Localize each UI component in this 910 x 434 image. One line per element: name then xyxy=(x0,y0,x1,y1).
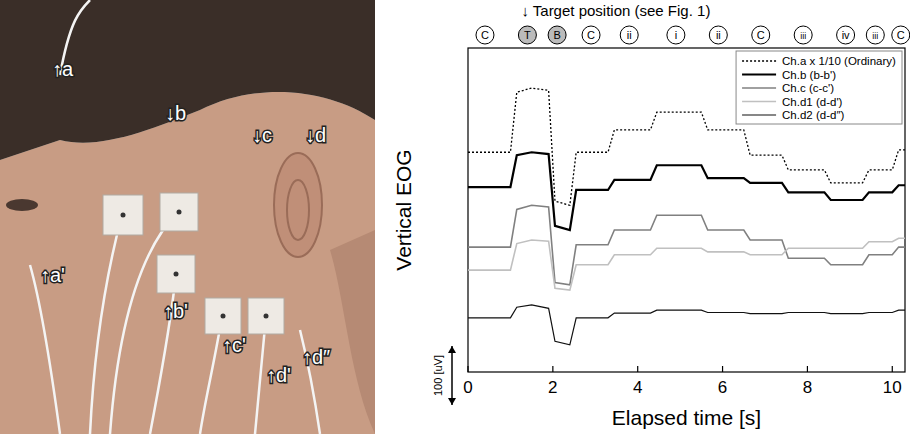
x-tick xyxy=(722,366,723,372)
chart: 0 2 4 6 8 10 Elapsed time [s] Vertical EOG 100 [… xyxy=(392,2,910,429)
x-axis-title: Elapsed time [s] xyxy=(612,406,761,429)
electrode xyxy=(103,195,143,235)
target-label: T xyxy=(524,29,531,41)
wire xyxy=(30,265,60,434)
traces xyxy=(468,88,905,345)
electrode-label: ↑a' xyxy=(40,264,65,286)
scale-bar-line xyxy=(451,346,453,405)
neck-shadow xyxy=(330,230,375,434)
legend: Ch.a x 1/10 (Ordinary) Ch.b (b-b')Ch.c (c… xyxy=(736,51,902,124)
legend-swatch xyxy=(742,114,776,115)
targets: ↓ Target position (see Fig. 1)CTBCiiiiiC… xyxy=(476,2,910,44)
electrode-label: ↑b' xyxy=(163,300,188,322)
wire xyxy=(150,274,176,434)
legend-label: Ch.c (c-c') xyxy=(782,82,834,94)
ear xyxy=(274,153,322,257)
x-tick xyxy=(892,366,893,372)
trace xyxy=(468,205,905,285)
target-circle xyxy=(582,26,600,44)
electrode-dot xyxy=(174,272,179,277)
target-label: iii xyxy=(872,31,878,41)
figure: ↑a ↑a' ↓b ↑b' ↓c ↑c' ↓d ↑d' ↑d″ 0 2 4 6 8 10 Elapsed ti… xyxy=(0,0,910,434)
legend-box xyxy=(736,51,902,124)
face xyxy=(0,92,375,434)
photo-background xyxy=(0,0,375,434)
trace xyxy=(468,152,905,230)
target-circle xyxy=(837,26,855,44)
legend-swatch xyxy=(742,73,776,75)
trace xyxy=(468,238,905,290)
legend-label: Ch.d2 (d-d″) xyxy=(782,109,844,121)
electrode-label: ↓c xyxy=(252,124,272,146)
x-tick-label: 4 xyxy=(633,378,642,397)
trace xyxy=(468,305,905,345)
photo-panel: ↑a ↑a' ↓b ↑b' ↓c ↑c' ↓d ↑d' ↑d″ xyxy=(0,0,375,434)
scale-bar-label: 100 [uV] xyxy=(432,355,444,396)
x-tick xyxy=(552,366,553,372)
x-tick-label: 6 xyxy=(718,378,727,397)
electrode-dot xyxy=(264,314,269,319)
target-circle xyxy=(752,26,770,44)
target-circle xyxy=(892,26,910,44)
target-label: ii xyxy=(716,29,721,41)
legend-label: Ch.d1 (d-d') xyxy=(782,96,843,108)
legend-swatch xyxy=(742,87,776,89)
electrode-label: ↓d xyxy=(305,124,326,146)
target-label: ii xyxy=(627,29,632,41)
electrode xyxy=(157,255,195,293)
targets-title: ↓ Target position (see Fig. 1) xyxy=(521,2,710,19)
target-label: iv xyxy=(842,29,850,41)
legend-label: Ch.b (b-b') xyxy=(782,69,836,81)
x-tick xyxy=(467,366,468,372)
wire xyxy=(90,215,122,434)
x-tick-label: 2 xyxy=(548,378,557,397)
electrode xyxy=(160,193,198,231)
legend-swatch xyxy=(742,101,776,103)
target-label: C xyxy=(757,29,765,41)
eye xyxy=(6,199,38,211)
target-label: C xyxy=(897,29,905,41)
target-circle xyxy=(866,26,884,44)
target-circle xyxy=(518,26,536,44)
target-circle xyxy=(667,26,685,44)
electrode xyxy=(205,298,241,334)
x-tick-label: 10 xyxy=(883,378,902,397)
target-label: i xyxy=(675,29,677,41)
electrode-dot xyxy=(121,213,126,218)
target-circle xyxy=(620,26,638,44)
target-circle xyxy=(794,26,812,44)
target-label: iii xyxy=(800,31,806,41)
trace xyxy=(468,88,905,205)
scale-bar-arrow xyxy=(448,346,456,353)
x-tick xyxy=(807,366,808,372)
target-circle xyxy=(476,26,494,44)
electrode-label: ↓b xyxy=(165,102,186,124)
hair xyxy=(0,0,375,160)
electrode-dot xyxy=(177,210,182,215)
electrode-dot xyxy=(221,314,226,319)
target-label: C xyxy=(481,29,489,41)
x-tick-label: 8 xyxy=(803,378,812,397)
target-label: B xyxy=(553,29,560,41)
ear-inner xyxy=(287,180,309,240)
x-tick xyxy=(637,366,638,372)
legend-label: Ch.a x 1/10 (Ordinary) xyxy=(782,55,896,67)
electrode-label: ↑d″ xyxy=(302,346,330,368)
target-circle xyxy=(548,26,566,44)
target-label: C xyxy=(587,29,595,41)
electrode-label: ↑d' xyxy=(266,364,291,386)
legend-swatch xyxy=(742,60,776,61)
scale-bar: 100 [uV] xyxy=(432,346,456,405)
electrode-label: ↑c' xyxy=(222,334,246,356)
x-tick-label: 0 xyxy=(463,378,472,397)
electrode xyxy=(248,298,284,334)
scale-bar-arrow xyxy=(448,398,456,405)
y-axis-title: Vertical EOG xyxy=(392,149,415,270)
electrode-label: ↑a xyxy=(52,58,74,80)
plot-frame xyxy=(468,48,905,372)
wire xyxy=(110,212,178,434)
target-circle xyxy=(709,26,727,44)
